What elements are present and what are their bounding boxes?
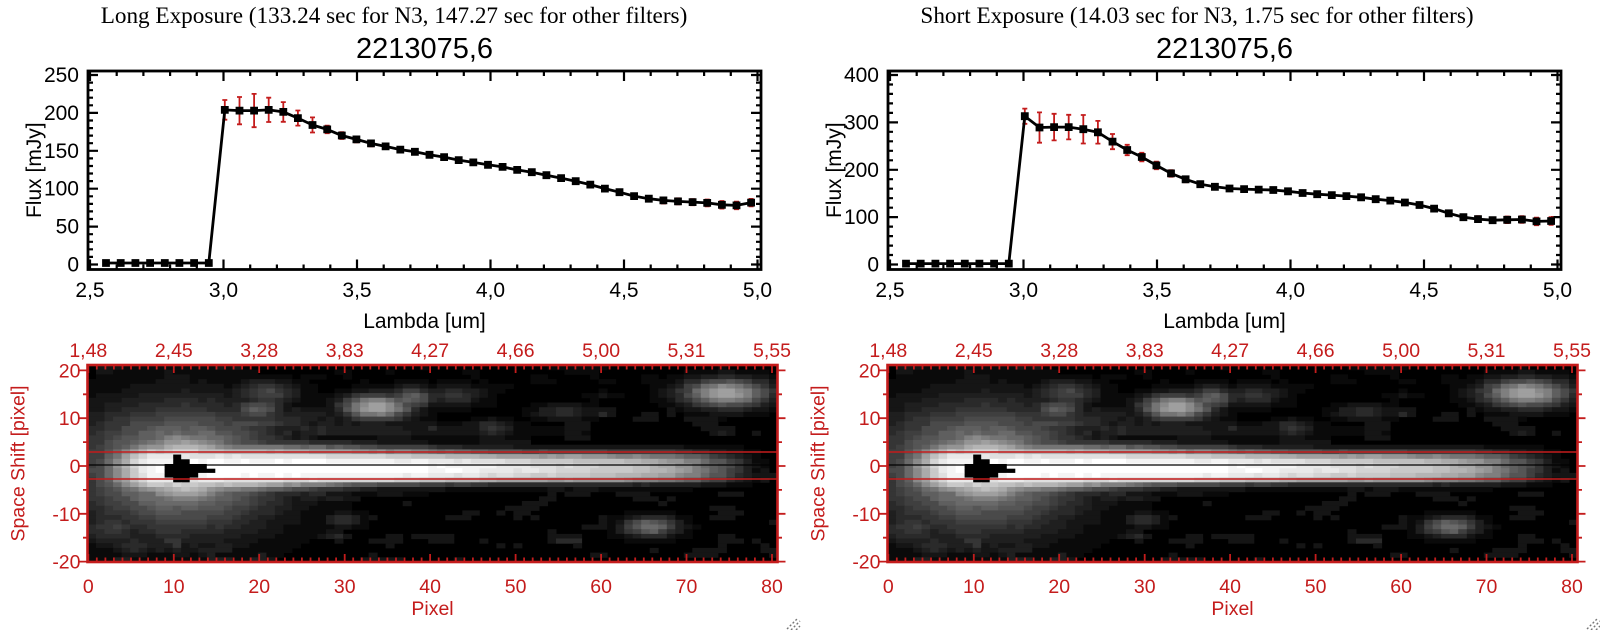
svg-text:-20: -20: [852, 552, 880, 574]
svg-text:1,48: 1,48: [69, 340, 107, 362]
svg-text:5,31: 5,31: [1468, 340, 1506, 362]
svg-text:-20: -20: [52, 552, 80, 574]
svg-text:4,5: 4,5: [1409, 279, 1438, 302]
svg-text:3,83: 3,83: [1126, 340, 1164, 362]
svg-text:3,5: 3,5: [342, 279, 371, 302]
svg-text:1,48: 1,48: [869, 340, 907, 362]
svg-text:200: 200: [844, 159, 879, 182]
svg-text:0: 0: [70, 456, 81, 478]
svg-text:2213075,6: 2213075,6: [1156, 33, 1293, 65]
svg-text:2,45: 2,45: [155, 340, 193, 362]
svg-text:2,5: 2,5: [875, 279, 904, 302]
svg-text:20: 20: [859, 360, 881, 382]
svg-text:Flux [mJy]: Flux [mJy]: [823, 122, 846, 218]
svg-text:4,0: 4,0: [1276, 279, 1305, 302]
svg-text:50: 50: [56, 216, 79, 239]
svg-text:5,0: 5,0: [1543, 279, 1572, 302]
svg-text:3,0: 3,0: [209, 279, 238, 302]
svg-text:150: 150: [44, 140, 79, 163]
svg-text:50: 50: [505, 576, 527, 598]
svg-text:400: 400: [844, 64, 879, 87]
svg-text:10: 10: [59, 408, 81, 430]
svg-text:0: 0: [883, 576, 894, 598]
svg-text:70: 70: [1476, 576, 1498, 598]
svg-text:100: 100: [44, 178, 79, 201]
svg-text:100: 100: [844, 206, 879, 229]
svg-text:Space Shift [pixel]: Space Shift [pixel]: [808, 385, 830, 541]
svg-text:Flux [mJy]: Flux [mJy]: [23, 122, 46, 218]
svg-text:2213075,6: 2213075,6: [356, 33, 493, 65]
svg-text:20: 20: [248, 576, 270, 598]
svg-text:Short Exposure (14.03 sec for: Short Exposure (14.03 sec for N3, 1.75 s…: [920, 3, 1473, 29]
svg-text:70: 70: [676, 576, 698, 598]
svg-text:10: 10: [163, 576, 185, 598]
svg-text:300: 300: [844, 111, 879, 134]
svg-text:3,28: 3,28: [240, 340, 278, 362]
svg-text:Long Exposure (133.24 sec for: Long Exposure (133.24 sec for N3, 147.27…: [101, 3, 688, 29]
svg-text:3,0: 3,0: [1009, 279, 1038, 302]
svg-text:30: 30: [1134, 576, 1156, 598]
svg-text:50: 50: [1305, 576, 1327, 598]
svg-text:-10: -10: [852, 504, 880, 526]
svg-text:10: 10: [963, 576, 985, 598]
svg-text:40: 40: [1219, 576, 1241, 598]
svg-text:2,5: 2,5: [75, 279, 104, 302]
svg-text:Lambda [um]: Lambda [um]: [1163, 310, 1286, 333]
svg-text:5,00: 5,00: [1382, 340, 1420, 362]
svg-text:3,5: 3,5: [1142, 279, 1171, 302]
svg-text:Space Shift [pixel]: Space Shift [pixel]: [8, 385, 30, 541]
svg-text:3,83: 3,83: [326, 340, 364, 362]
svg-text:200: 200: [44, 102, 79, 125]
svg-text:0: 0: [870, 456, 881, 478]
svg-text:0: 0: [83, 576, 94, 598]
svg-text:30: 30: [334, 576, 356, 598]
svg-text:-10: -10: [52, 504, 80, 526]
svg-text:Pixel: Pixel: [411, 598, 453, 620]
svg-text:5,0: 5,0: [743, 279, 772, 302]
svg-text:20: 20: [1048, 576, 1070, 598]
svg-text:60: 60: [1390, 576, 1412, 598]
svg-text:3,28: 3,28: [1040, 340, 1078, 362]
svg-text:0: 0: [867, 254, 879, 277]
svg-text:4,66: 4,66: [497, 340, 535, 362]
svg-text:5,31: 5,31: [668, 340, 706, 362]
svg-text:80: 80: [1561, 576, 1583, 598]
svg-text:5,00: 5,00: [582, 340, 620, 362]
svg-text:40: 40: [419, 576, 441, 598]
svg-text:0: 0: [67, 254, 79, 277]
svg-text:80: 80: [761, 576, 783, 598]
svg-text:Pixel: Pixel: [1211, 598, 1253, 620]
svg-text:4,66: 4,66: [1297, 340, 1335, 362]
svg-text:250: 250: [44, 64, 79, 87]
svg-text:5,55: 5,55: [753, 340, 791, 362]
svg-text:4,27: 4,27: [1211, 340, 1249, 362]
svg-text:20: 20: [59, 360, 81, 382]
svg-text:Lambda [um]: Lambda [um]: [363, 310, 486, 333]
svg-text:4,5: 4,5: [609, 279, 638, 302]
svg-text:60: 60: [590, 576, 612, 598]
svg-text:2,45: 2,45: [955, 340, 993, 362]
svg-text:10: 10: [859, 408, 881, 430]
svg-text:4,27: 4,27: [411, 340, 449, 362]
svg-text:4,0: 4,0: [476, 279, 505, 302]
svg-text:5,55: 5,55: [1553, 340, 1591, 362]
